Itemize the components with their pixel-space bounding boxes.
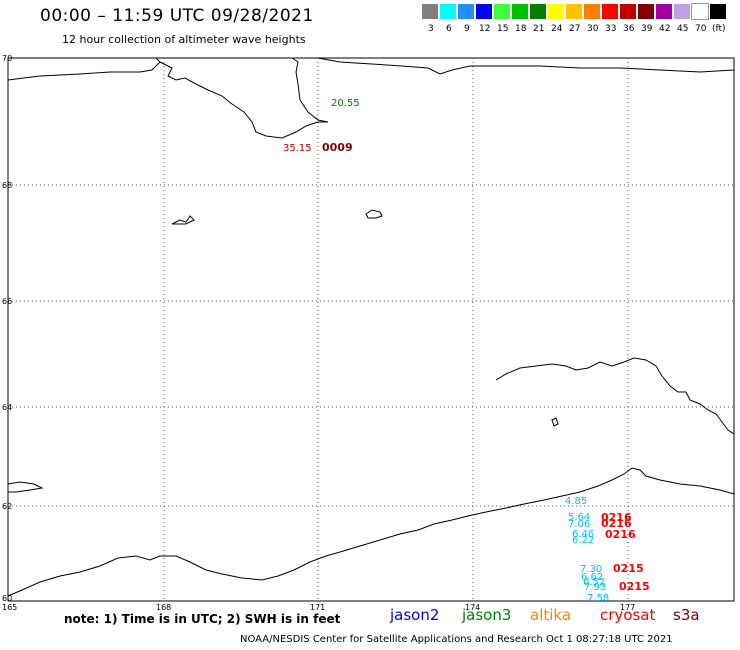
- wave-height-label: 35.15: [283, 143, 312, 154]
- pass-time-label: 0216: [601, 511, 632, 524]
- legend-label: 27: [569, 24, 581, 34]
- pass-time-label: 0216: [601, 517, 632, 530]
- legend-label: 39: [641, 24, 653, 34]
- legend-swatch: [548, 4, 564, 19]
- islet-2: [171, 215, 195, 225]
- arctic-coastline-east: [317, 57, 735, 75]
- lon-label-165: 165: [2, 603, 17, 612]
- legend-swatch: [530, 4, 546, 19]
- legend-label: 21: [533, 24, 545, 34]
- coastlines: [7, 57, 735, 597]
- lat-label-62: 62: [2, 502, 12, 511]
- wave-height-labels: 20.55 35.15 4.85 5.64 7.06 6.46 6.22 7.3…: [283, 98, 609, 604]
- lat-label-66: 66: [2, 297, 12, 306]
- legend-swatch: [566, 4, 582, 19]
- lat-label-64: 64: [2, 403, 12, 412]
- lat-label-70: 70: [2, 54, 12, 63]
- pass-time-label: 0215: [619, 580, 650, 593]
- legend-swatch: [440, 4, 456, 19]
- map-frame: [7, 57, 735, 602]
- latitude-labels: 70 68 66 64 62 60: [2, 54, 12, 603]
- arctic-coastline: [7, 57, 329, 139]
- wave-height-label: 6.22: [572, 535, 594, 546]
- wave-height-label: 7.93: [584, 582, 606, 593]
- wave-height-label: 7.30: [580, 564, 602, 575]
- wave-height-label: 6.62: [581, 572, 603, 583]
- wave-height-label: 7.06: [568, 519, 590, 530]
- graticule: [8, 58, 734, 601]
- legend-label: 18: [515, 24, 527, 34]
- legend-label: 70: [695, 24, 707, 34]
- lat-label-60: 60: [2, 594, 12, 603]
- legend-swatch: [422, 4, 438, 19]
- page-title: 00:00 – 11:59 UTC 09/28/2021: [40, 6, 314, 26]
- wave-height-label: 4.85: [565, 496, 587, 507]
- lat-label-68: 68: [2, 181, 12, 190]
- wave-height-label: 5.64: [568, 512, 590, 523]
- lon-label-171: 171: [310, 603, 325, 612]
- legend-label: 24: [551, 24, 563, 34]
- page-subtitle: 12 hour collection of altimeter wave hei…: [62, 33, 306, 46]
- legend-swatch: [620, 4, 636, 19]
- legend-swatch: [584, 4, 600, 19]
- islet-3: [551, 417, 559, 427]
- credit-line: NOAA/NESDIS Center for Satellite Applica…: [240, 634, 673, 645]
- pass-time-label: 0215: [613, 562, 644, 575]
- footer-note: note: 1) Time is in UTC; 2) SWH is in fe…: [64, 612, 341, 626]
- legend-swatch: [656, 4, 672, 19]
- lon-label-168: 168: [156, 603, 171, 612]
- longitude-labels: 165 168 171 174 177: [2, 603, 635, 612]
- legend-label: 9: [464, 24, 470, 34]
- lon-label-174: 174: [465, 603, 480, 612]
- legend-label: 3: [428, 24, 434, 34]
- legend-label: 33: [605, 24, 617, 34]
- legend-label: (ft): [712, 24, 726, 34]
- legend-label: 42: [659, 24, 671, 34]
- legend-label: 15: [497, 24, 509, 34]
- legend-swatch: [710, 4, 726, 19]
- satellite-s3a: s3a: [673, 606, 700, 624]
- wave-height-label: 6.46: [572, 529, 594, 540]
- legend-swatch: [638, 4, 654, 19]
- wave-height-label: 6.52: [583, 577, 605, 588]
- legend-label: 30: [587, 24, 599, 34]
- satellite-jason3: jason3: [462, 606, 512, 624]
- legend-swatch: [691, 3, 709, 20]
- legend-swatch: [458, 4, 474, 19]
- pass-time-labels: 0009 0216 0216 0216 0215 0215: [322, 141, 650, 593]
- legend-swatch: [494, 4, 510, 19]
- pass-time-label: 0216: [605, 528, 636, 541]
- legend-swatch: [674, 4, 690, 19]
- legend-label: 36: [623, 24, 635, 34]
- legend-swatch: [512, 4, 528, 19]
- pass-time-label: 0009: [322, 141, 353, 154]
- satellite-jason2: jason2: [390, 606, 440, 624]
- satellite-cryosat: cryosat: [600, 606, 656, 624]
- wave-height-label: 20.55: [331, 98, 360, 109]
- chukotka-coastline: [495, 357, 735, 435]
- satellite-altika: altika: [530, 606, 572, 624]
- legend-swatch: [602, 4, 618, 19]
- west-coast-stub: [7, 481, 44, 493]
- legend-label: 6: [446, 24, 452, 34]
- islet-1: [365, 209, 383, 219]
- wave-height-label: 7.58: [587, 593, 609, 604]
- legend-swatch: [476, 4, 492, 19]
- legend-label: 12: [479, 24, 491, 34]
- lon-label-177: 177: [620, 603, 635, 612]
- legend-label: 45: [677, 24, 689, 34]
- bering-coastline: [7, 467, 735, 597]
